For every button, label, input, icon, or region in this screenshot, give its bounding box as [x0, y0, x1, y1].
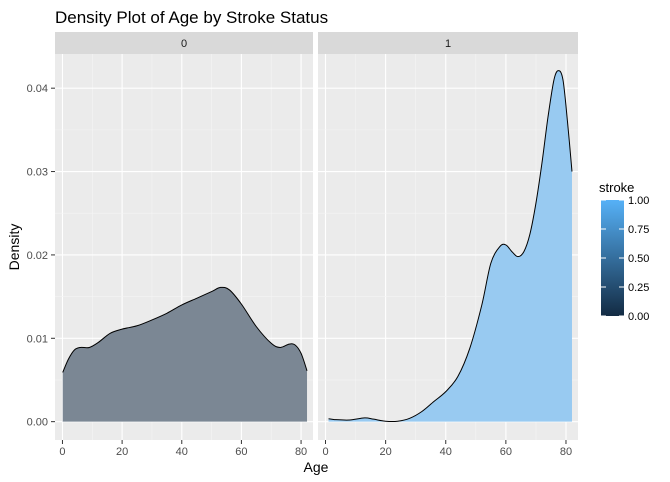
x-tick-label: 60 — [235, 446, 247, 458]
x-tick-label: 40 — [440, 446, 452, 458]
legend: stroke 1.00 0.75 0.50 0.25 0.00 — [599, 180, 649, 323]
x-tick-label: 80 — [560, 446, 572, 458]
facet-strip-0 — [55, 32, 313, 54]
legend-label: 1.00 — [628, 195, 649, 207]
facet-strip-label-0: 0 — [181, 38, 187, 50]
facet-panel-0: 0 0 20 40 60 80 — [55, 32, 313, 458]
density-area-1 — [328, 70, 572, 422]
x-tick-label: 40 — [176, 446, 188, 458]
x-axis-title: Age — [304, 459, 329, 475]
legend-label: 0.75 — [628, 224, 649, 236]
facet-strip-1 — [318, 32, 578, 54]
x-tick-label: 0 — [322, 446, 328, 458]
legend-label: 0.00 — [628, 311, 649, 323]
y-axis-title: Density — [6, 224, 22, 271]
x-axis-1: 0 20 40 60 80 — [322, 440, 572, 458]
density-line-0 — [62, 286, 308, 373]
x-tick-label: 20 — [116, 446, 128, 458]
legend-ticks: 1.00 0.75 0.50 0.25 0.00 — [601, 195, 649, 323]
x-axis-0: 0 20 40 60 80 — [59, 440, 307, 458]
y-tick-label: 0.00 — [27, 417, 48, 429]
facet-panel-1: 1 0 20 40 60 80 — [318, 32, 578, 458]
x-tick-label: 0 — [59, 446, 65, 458]
legend-label: 0.50 — [628, 253, 649, 265]
y-tick-label: 0.01 — [27, 333, 48, 345]
legend-title: stroke — [599, 180, 634, 195]
y-tick-label: 0.03 — [27, 167, 48, 179]
y-tick-label: 0.02 — [27, 250, 48, 262]
facet-strip-label-1: 1 — [445, 38, 451, 50]
x-tick-label: 20 — [380, 446, 392, 458]
y-axis: 0.00 0.01 0.02 0.03 0.04 — [27, 83, 55, 429]
x-tick-label: 60 — [500, 446, 512, 458]
legend-label: 0.25 — [628, 282, 649, 294]
legend-colorbar — [601, 200, 624, 316]
density-area-0 — [62, 287, 308, 422]
density-line-1 — [328, 70, 573, 423]
chart-title: Density Plot of Age by Stroke Status — [55, 8, 328, 27]
y-tick-label: 0.04 — [27, 83, 48, 95]
x-tick-label: 80 — [295, 446, 307, 458]
